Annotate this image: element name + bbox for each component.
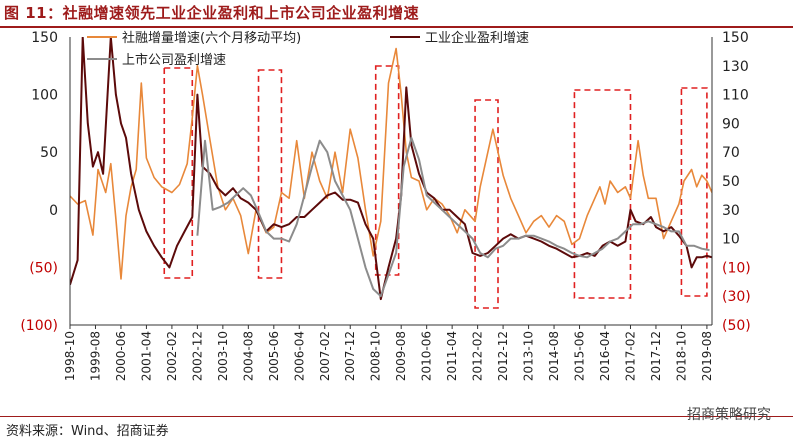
right-tick-label: (30) xyxy=(722,289,751,305)
source-note: 资料来源：Wind、招商证券 xyxy=(6,424,169,439)
right-tick-label: 90 xyxy=(722,116,740,132)
x-tick-label: 2001-04 xyxy=(139,331,153,381)
x-tick-label: 2009-08 xyxy=(394,331,408,381)
right-tick-label: 50 xyxy=(722,174,740,190)
right-tick-label: 150 xyxy=(722,30,749,46)
x-tick-label: 2000-06 xyxy=(114,331,128,381)
legend-label: 工业企业盈利增速 xyxy=(425,30,529,46)
right-tick-label: 130 xyxy=(722,59,749,75)
right-tick-label: 10 xyxy=(722,232,740,248)
left-tick-label: (50) xyxy=(29,260,58,276)
highlight-box xyxy=(680,87,708,297)
left-tick-label: 150 xyxy=(31,30,58,46)
x-tick-label: 2004-08 xyxy=(241,331,255,381)
x-tick-label: 2019-08 xyxy=(700,331,714,381)
legend-label: 上市公司盈利增速 xyxy=(122,52,226,68)
x-tick-label: 2017-02 xyxy=(623,331,637,381)
x-tick-label: 2008-10 xyxy=(369,331,383,381)
x-tick-label: 2011-04 xyxy=(445,331,459,381)
figure-title: 图 11：社融增速领先工业企业盈利和上市公司企业盈利增速 xyxy=(4,4,420,22)
right-tick-label: (10) xyxy=(722,260,751,276)
x-tick-label: 2010-06 xyxy=(420,331,434,381)
right-tick-label: 110 xyxy=(722,88,749,104)
legend-label: 社融增量增速(六个月移动平均) xyxy=(122,30,301,46)
x-tick-label: 2007-12 xyxy=(343,331,357,381)
x-tick-label: 1999-08 xyxy=(88,331,102,381)
x-tick-label: 2016-04 xyxy=(598,331,612,381)
title-divider xyxy=(0,26,793,28)
left-tick-label: 0 xyxy=(49,203,58,219)
x-tick-label: 1998-10 xyxy=(63,331,77,381)
right-tick-label: 70 xyxy=(722,145,740,161)
x-tick-label: 2007-02 xyxy=(318,331,332,381)
highlight-box xyxy=(474,99,499,309)
x-tick-label: 2012-12 xyxy=(496,331,510,381)
axes: 150 100 50 0 (50) (100) 150 130 110 90 70 50 30 10 (10… xyxy=(20,30,750,381)
right-tick-label: (50) xyxy=(722,318,751,334)
left-tick-label: 100 xyxy=(31,88,58,104)
series-line xyxy=(70,47,712,280)
chart: 150 100 50 0 (50) (100) 150 130 110 90 70 50 30 10 (10… xyxy=(20,30,750,381)
series-line xyxy=(70,37,712,301)
x-tick-label: 2002-12 xyxy=(190,331,204,381)
highlight-box xyxy=(257,69,283,279)
x-tick-label: 2002-02 xyxy=(165,331,179,381)
left-tick-label: 50 xyxy=(40,145,58,161)
x-tick-label: 2014-08 xyxy=(547,331,561,381)
footer-divider xyxy=(0,416,793,417)
right-tick-label: 30 xyxy=(722,203,740,219)
series-lines xyxy=(70,37,712,301)
x-tick-label: 2003-10 xyxy=(216,331,230,381)
series-line xyxy=(196,136,710,298)
x-tick-label: 2006-04 xyxy=(292,331,306,381)
x-tick-label: 2005-06 xyxy=(267,331,281,381)
x-tick-label: 2012-02 xyxy=(471,331,485,381)
watermark-text: 招商策略研究 xyxy=(687,407,771,423)
x-tick-label: 2018-10 xyxy=(674,331,688,381)
x-tick-label: 2013-10 xyxy=(522,331,536,381)
left-tick-label: (100) xyxy=(20,318,58,334)
highlight-box xyxy=(163,67,194,279)
x-tick-label: 2015-06 xyxy=(573,331,587,381)
x-tick-label: 2017-12 xyxy=(649,331,663,381)
